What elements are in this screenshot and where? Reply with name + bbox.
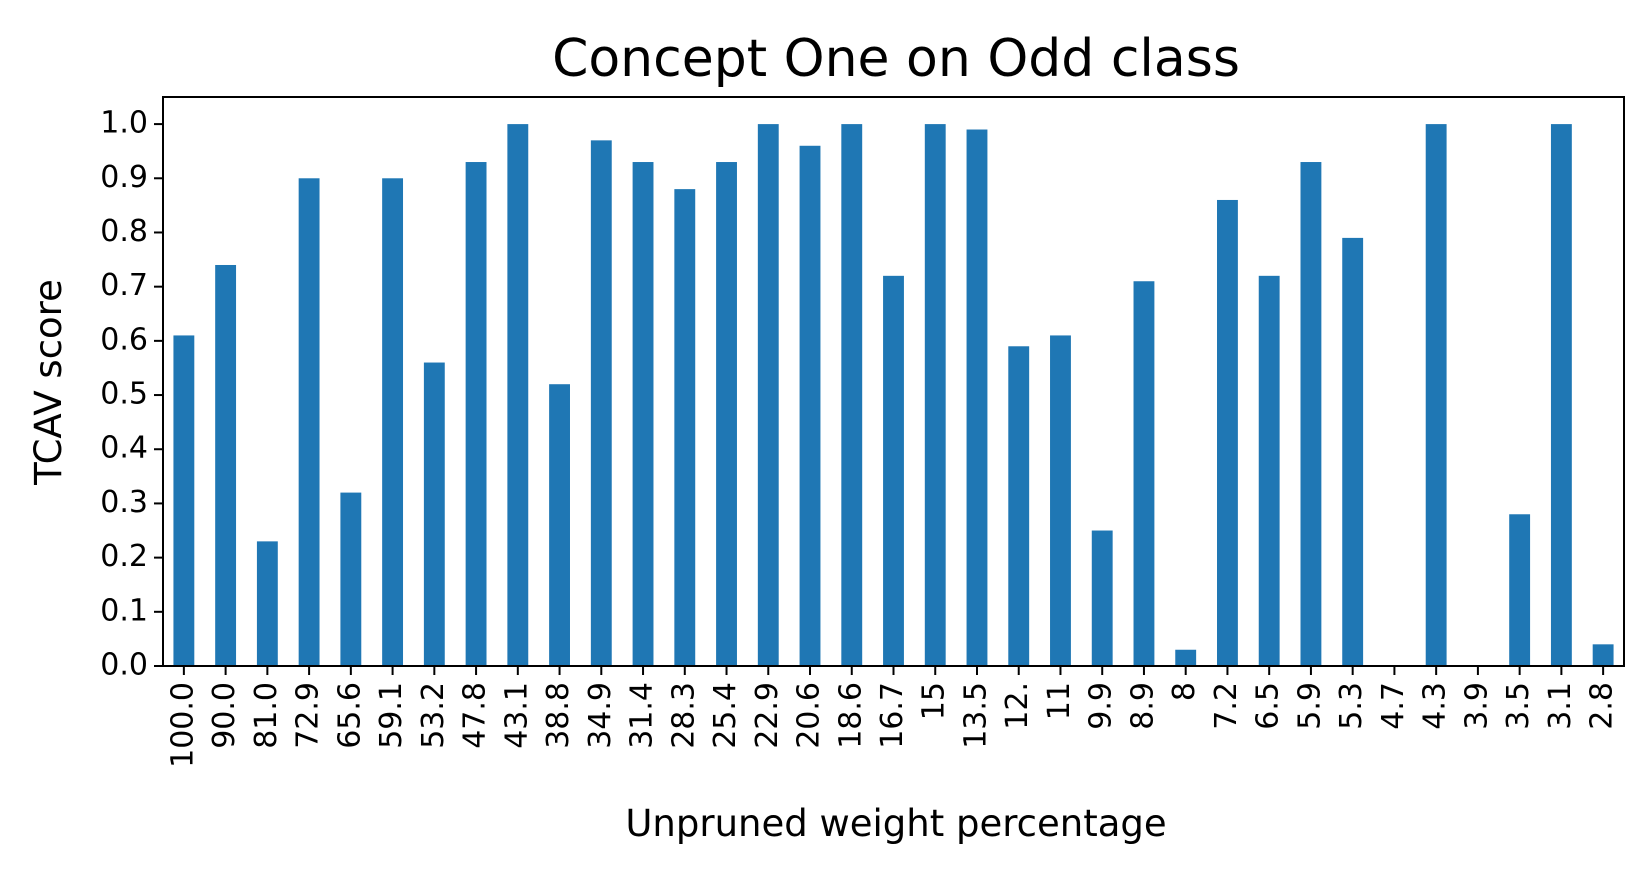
x-tick-label: 72.9 (291, 682, 326, 749)
bar-28.3 (674, 189, 696, 666)
x-tick-label: 12. (1000, 682, 1035, 730)
x-tick-label: 2.8 (1585, 682, 1620, 730)
y-tick-label: 0.4 (100, 431, 148, 466)
x-tick-label: 15 (917, 682, 952, 720)
x-tick-label: 38.8 (541, 682, 576, 749)
x-tick-label: 4.3 (1418, 682, 1453, 730)
x-tick-label: 53.2 (416, 682, 451, 749)
bar-7.2 (1217, 199, 1238, 666)
bar-3.1 (1550, 124, 1572, 667)
bar-43.1 (507, 124, 529, 667)
bar-3.5 (1509, 514, 1531, 666)
x-tick-label: 25.4 (708, 682, 743, 749)
bar-9.9 (1091, 530, 1113, 666)
x-tick-label: 20.6 (792, 682, 827, 749)
x-tick-label: 9.9 (1084, 682, 1119, 730)
bar-59.1 (382, 178, 404, 667)
bar-34.9 (590, 140, 612, 666)
y-tick-label: 0.5 (100, 377, 148, 412)
y-axis-label: TCAV score (27, 279, 70, 486)
x-tick-label: 6.5 (1251, 682, 1286, 730)
bar-12. (1008, 346, 1030, 666)
x-tick-label: 31.4 (625, 682, 660, 749)
y-tick-label: 0.6 (100, 322, 148, 357)
y-tick-label: 0.2 (100, 539, 148, 574)
y-tick-label: 1.0 (100, 106, 148, 141)
bar-65.6 (340, 492, 362, 666)
bar-18.6 (841, 124, 863, 667)
x-tick-label: 34.9 (583, 682, 618, 749)
bar-8.9 (1133, 281, 1155, 666)
x-tick-label: 90.0 (207, 682, 242, 749)
x-axis-ticks: 100.0 90.0 81.0 72.9 65.6 59.1 53.2 47.8 43.1 38.… (165, 666, 1620, 768)
y-tick-label: 0.3 (100, 485, 148, 520)
bar-20.6 (799, 145, 821, 666)
x-tick-label: 65.6 (332, 682, 367, 749)
x-axis-label: Unpruned weight percentage (625, 802, 1166, 845)
bar-38.8 (549, 384, 570, 666)
bar-25.4 (716, 162, 737, 666)
bar-16.7 (883, 275, 904, 666)
x-tick-label: 28.3 (666, 682, 701, 749)
bar-5.3 (1342, 237, 1364, 666)
y-tick-label: 0.8 (100, 214, 148, 249)
bar-22.9 (757, 124, 779, 667)
bar-5.9 (1300, 162, 1322, 666)
x-tick-label: 4.7 (1376, 682, 1411, 730)
x-tick-label: 3.9 (1459, 682, 1494, 730)
plot-frame (162, 96, 1625, 667)
x-tick-label: 16.7 (875, 682, 910, 749)
x-tick-label: 13.5 (958, 682, 993, 749)
x-tick-label: 3.1 (1543, 682, 1578, 730)
y-tick-label: 0.1 (100, 593, 148, 628)
bar-13.5 (966, 129, 988, 666)
x-tick-label: 18.6 (833, 682, 868, 749)
chart-title: Concept One on Odd class (552, 29, 1240, 89)
x-tick-label: 8.9 (1125, 682, 1160, 730)
x-tick-label: 5.3 (1334, 682, 1369, 730)
bar-2.8 (1592, 644, 1614, 666)
y-tick-label: 0.9 (100, 160, 148, 195)
bar-4.3 (1425, 124, 1447, 667)
x-tick-label: 43.1 (499, 682, 534, 749)
x-tick-label: 7.2 (1209, 682, 1244, 730)
x-tick-label: 3.5 (1501, 682, 1536, 730)
x-tick-label: 59.1 (374, 682, 409, 749)
x-tick-label: 81.0 (249, 682, 284, 749)
x-tick-label: 47.8 (458, 682, 493, 749)
bar-100.0 (173, 335, 195, 666)
bar-31.4 (632, 162, 654, 666)
y-tick-label: 0.0 (100, 648, 148, 683)
bars-layer (173, 124, 1614, 667)
bar-11 (1050, 335, 1071, 666)
x-tick-label: 5.9 (1292, 682, 1327, 730)
bar-90.0 (215, 264, 237, 666)
x-tick-label: 11 (1042, 682, 1077, 720)
y-tick-label: 0.7 (100, 268, 148, 303)
bar-47.8 (465, 162, 487, 666)
bar-81.0 (256, 541, 278, 666)
bar-15 (924, 124, 946, 667)
y-axis-ticks: 0.0 0.1 0.2 0.3 0.4 0.5 0.6 0.7 0.8 0.9 1.0 (100, 106, 163, 683)
bar-72.9 (298, 178, 320, 667)
bar-6.5 (1258, 275, 1280, 666)
x-tick-label: 8 (1167, 682, 1202, 701)
bar-8 (1175, 649, 1197, 666)
bar-53.2 (423, 362, 445, 666)
x-tick-label: 22.9 (750, 682, 785, 749)
x-tick-label: 100.0 (165, 682, 200, 768)
